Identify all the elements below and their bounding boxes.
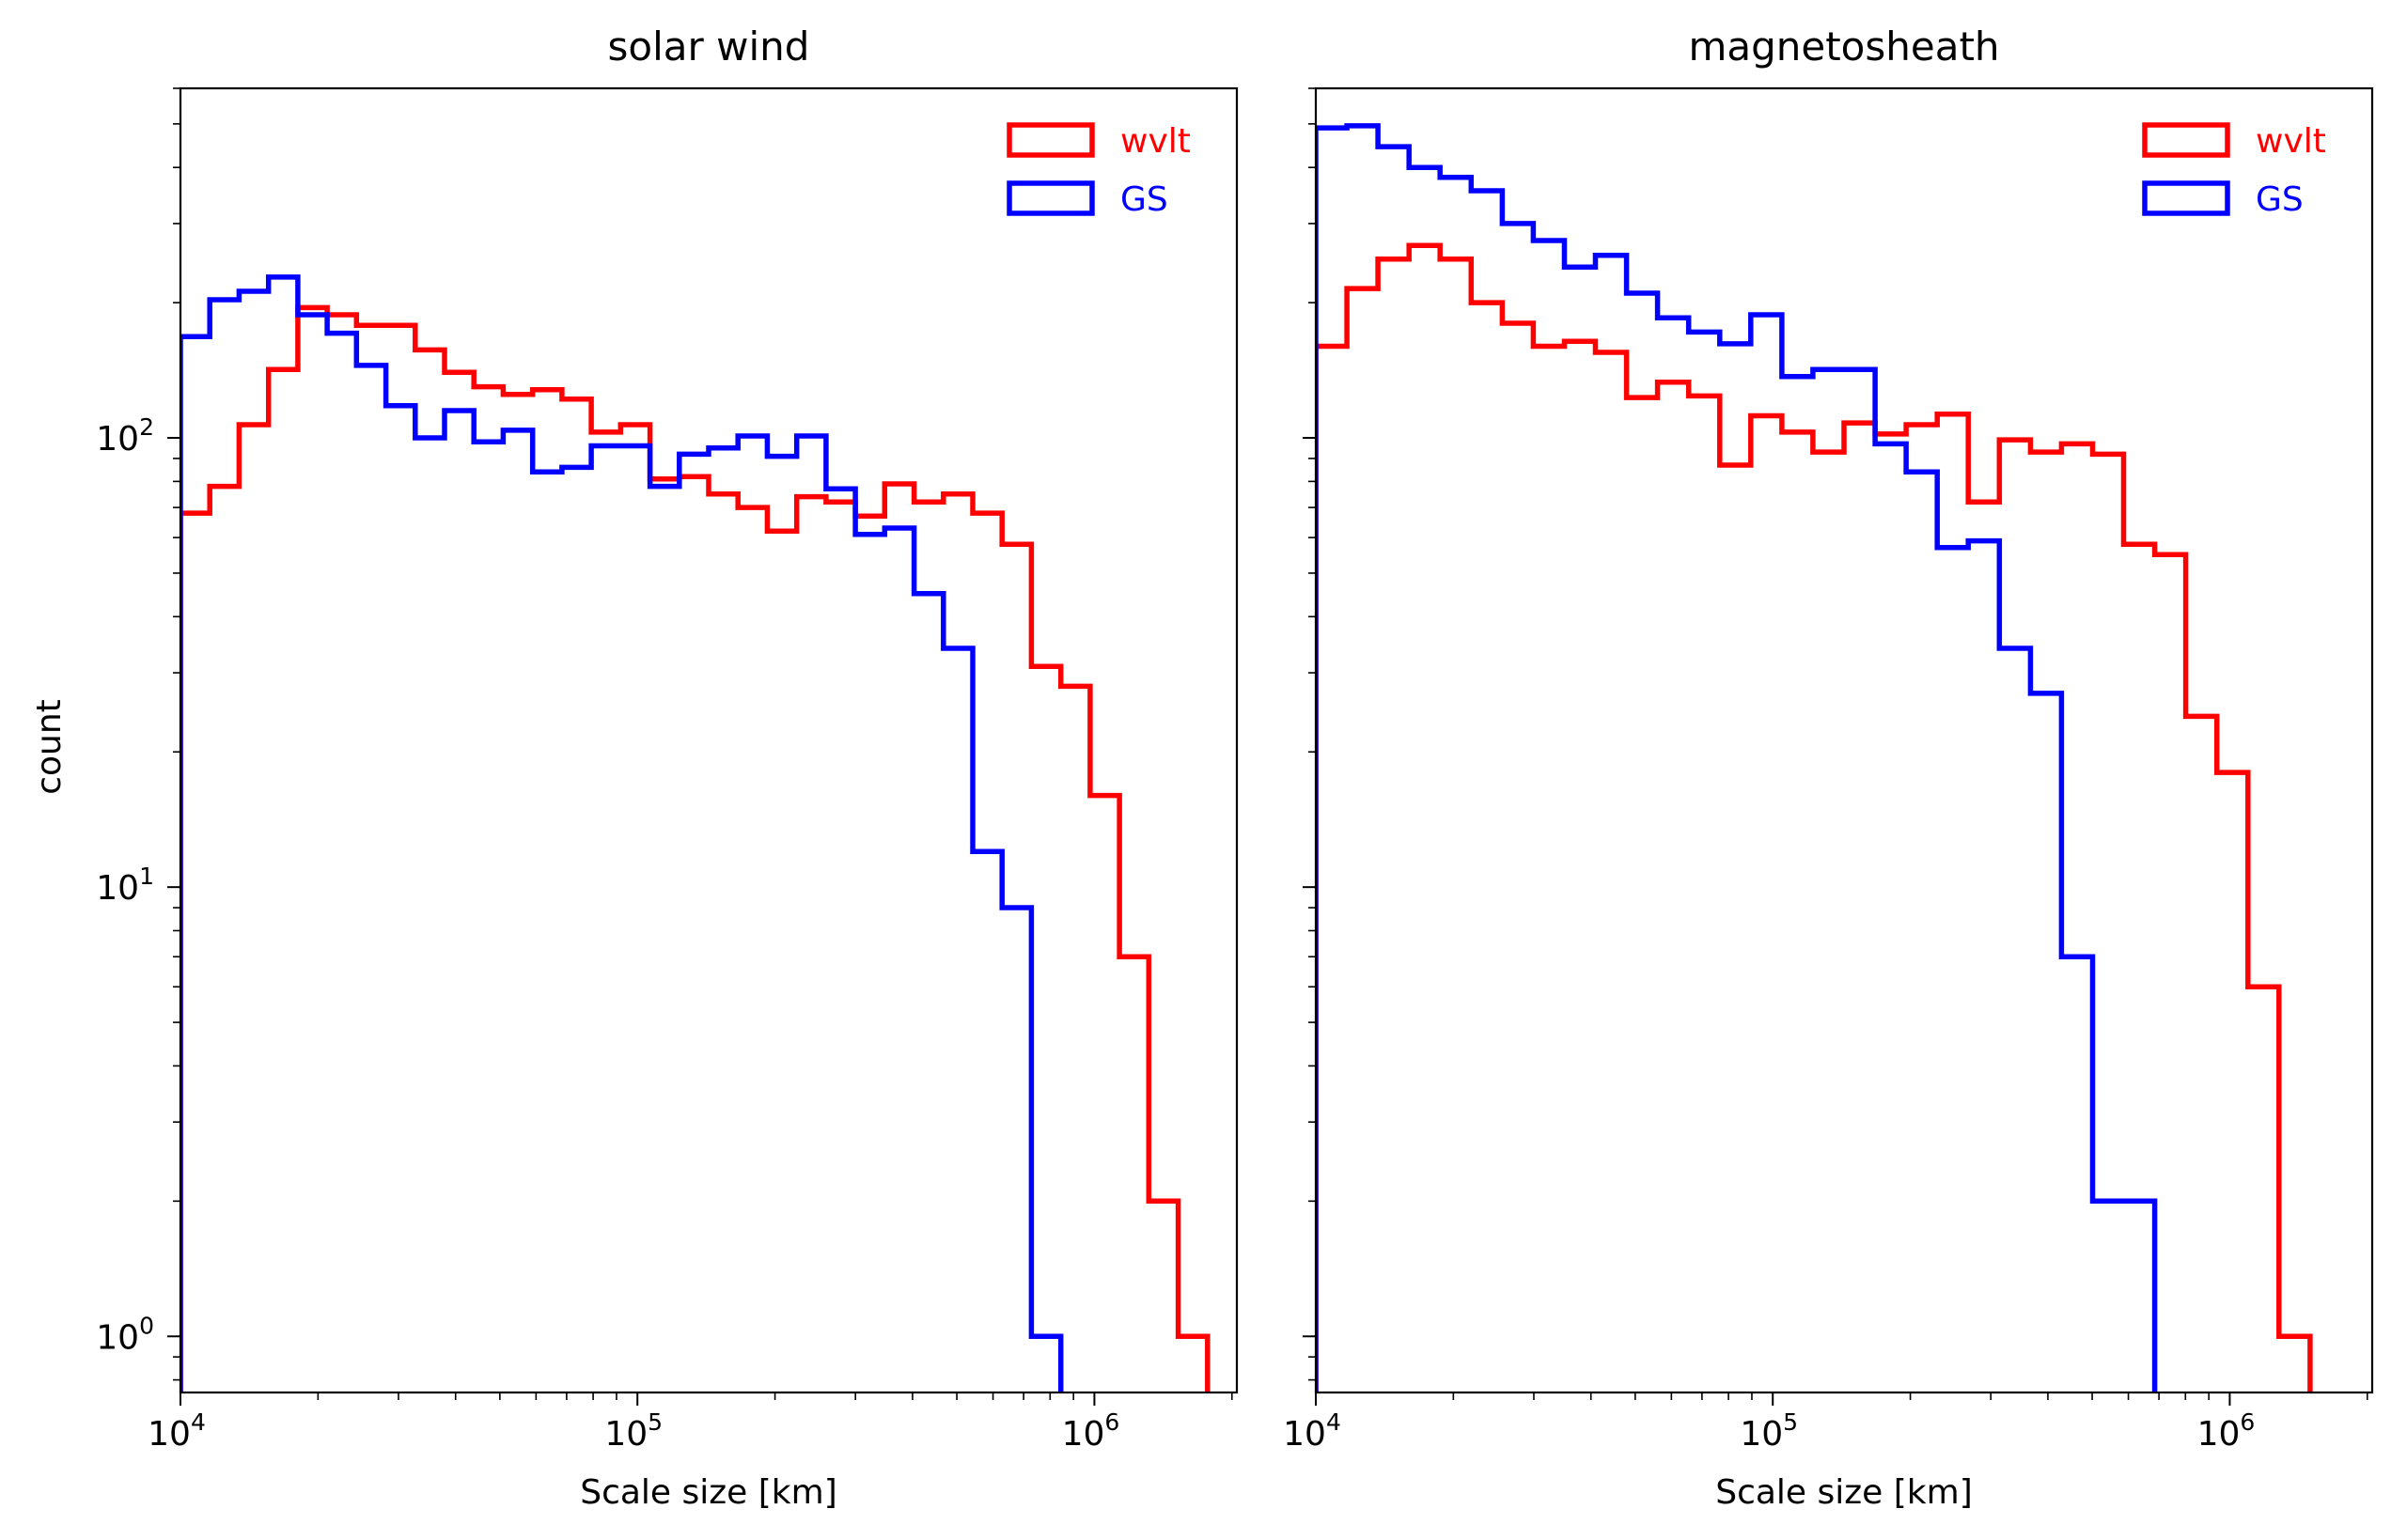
legend: wvlt GS	[1007, 122, 1191, 219]
axes-frame	[179, 86, 1239, 1394]
x-tick-label: 104	[148, 1408, 206, 1454]
legend-swatch-gs	[2142, 180, 2230, 216]
x-tick-label: 106	[1062, 1408, 1120, 1454]
legend: wvlt GS	[2142, 122, 2326, 219]
panel-title: magnetosheath	[1688, 23, 1999, 70]
legend-swatch-wvlt	[1007, 122, 1095, 158]
plot-area	[180, 274, 1211, 1392]
panel-solar-wind: solar wind Scale size [km] 104 105 106 100 1…	[96, 23, 1239, 1512]
legend-label-wvlt: wvlt	[2256, 122, 2326, 161]
x-tick-label: 106	[2197, 1408, 2256, 1454]
y-tick-label: 101	[96, 863, 154, 908]
series-gs-line	[180, 274, 1064, 1392]
legend-swatch-wvlt	[2142, 122, 2230, 158]
legend-label-gs: GS	[1120, 180, 1168, 219]
series-wvlt-line	[1316, 242, 2313, 1392]
plot-area	[1316, 123, 2313, 1392]
panel-title: solar wind	[608, 23, 810, 70]
axes-frame	[1314, 86, 2374, 1394]
x-tick-label: 105	[1740, 1408, 1798, 1454]
x-tick-label: 104	[1283, 1408, 1341, 1454]
y-tick-label: 102	[96, 413, 154, 459]
y-axis-label: count	[30, 699, 69, 795]
y-tick-label: 100	[96, 1312, 154, 1357]
panel-magnetosheath: magnetosheath Scale size [km] 104 105 106 w…	[1283, 23, 2374, 1512]
legend-swatch-gs	[1007, 180, 1095, 216]
x-axis-label: Scale size [km]	[1715, 1473, 1973, 1512]
x-axis-label: Scale size [km]	[580, 1473, 837, 1512]
series-wvlt-line	[180, 304, 1211, 1392]
series-gs-line	[1316, 123, 2158, 1392]
x-tick-label: 105	[604, 1408, 663, 1454]
legend-label-wvlt: wvlt	[1120, 122, 1191, 161]
legend-label-gs: GS	[2256, 180, 2304, 219]
